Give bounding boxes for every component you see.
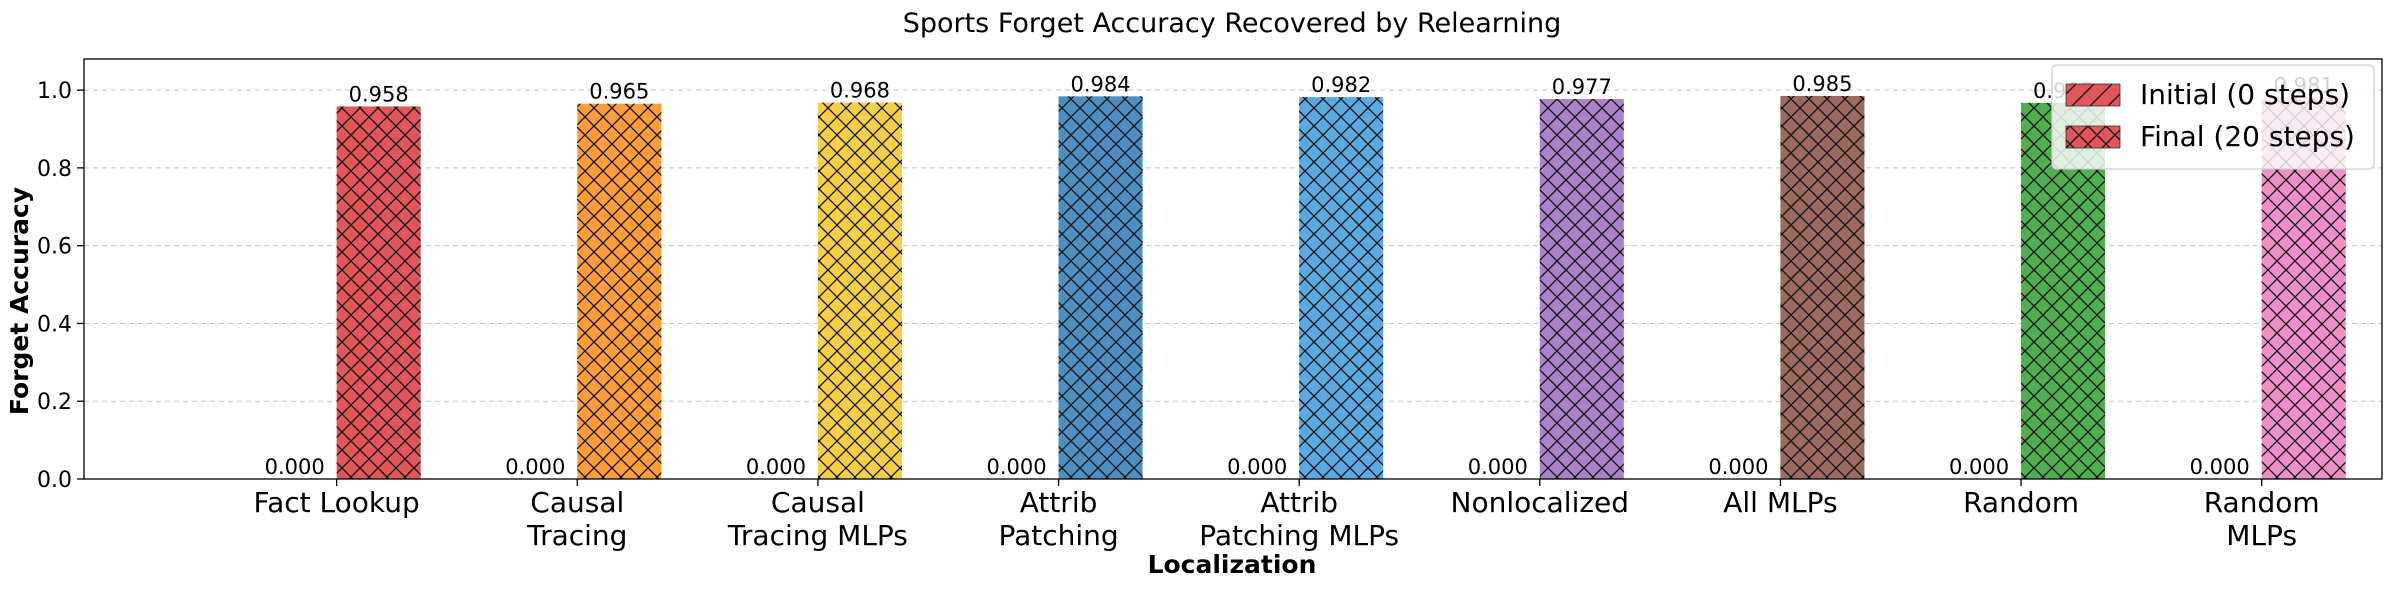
data-label: 0.965: [589, 80, 649, 104]
x-tick-label: Tracing: [526, 519, 627, 552]
x-tick-label: Fact Lookup: [254, 486, 420, 519]
data-label: 0.985: [1792, 72, 1852, 96]
bar-hatch: [1299, 97, 1384, 479]
x-tick-label: Attrib: [1260, 486, 1338, 519]
data-label: 0.984: [1070, 72, 1130, 96]
data-label: 0.000: [1708, 455, 1768, 479]
plot-frame: [83, 58, 2383, 480]
data-label: 0.000: [986, 455, 1046, 479]
x-tick-label: Attrib: [1020, 486, 1098, 519]
data-label: 0.000: [746, 455, 806, 479]
data-label: 0.000: [505, 455, 565, 479]
data-label: 0.000: [1949, 455, 2009, 479]
data-label: 0.982: [1311, 73, 1371, 97]
bar-hatch: [577, 103, 662, 479]
x-tick-label: Patching MLPs: [1199, 519, 1399, 552]
data-label: 0.000: [1468, 455, 1528, 479]
x-axis-label: Localization: [1148, 550, 1317, 579]
data-label: 0.000: [2190, 455, 2250, 479]
legend-swatch-hatch: [2065, 125, 2121, 149]
y-tick-label: 0.8: [37, 157, 72, 182]
bar-hatch: [336, 106, 421, 479]
bar-hatch: [1539, 99, 1624, 480]
x-tick-label: Nonlocalized: [1451, 486, 1630, 519]
legend-label: Initial (0 steps): [2140, 78, 2350, 111]
x-tick-label: Causal: [530, 486, 624, 519]
y-tick-label: 0.0: [37, 468, 72, 493]
legend-swatch-hatch: [2065, 83, 2121, 107]
x-tick-label: MLPs: [2226, 519, 2297, 552]
legend: Initial (0 steps) Final (20 steps): [2051, 64, 2375, 170]
legend-box: [2051, 64, 2375, 170]
data-label: 0.958: [349, 82, 409, 106]
x-tick-label: Tracing MLPs: [727, 519, 908, 552]
data-label: 0.968: [830, 79, 890, 103]
bar-hatch: [817, 102, 902, 480]
data-label: 0.000: [265, 455, 325, 479]
bars: 0.000 0.958 0.000 0.965 0.000 0.968 0.000 0.984…: [265, 72, 2346, 480]
x-tick-label: Causal: [771, 486, 865, 519]
bar-hatch: [1058, 96, 1143, 479]
chart-title: Sports Forget Accuracy Recovered by Rele…: [903, 8, 1562, 39]
bar-hatch: [1780, 95, 1865, 479]
y-axis-label: Forget Accuracy: [5, 187, 34, 415]
x-tick-label: All MLPs: [1723, 486, 1837, 519]
x-tick-label: Random: [1963, 486, 2079, 519]
x-tick-label: Random: [2204, 486, 2320, 519]
grid-lines: [84, 89, 2382, 402]
y-tick-label: 0.6: [37, 235, 72, 260]
data-label: 0.000: [1227, 455, 1287, 479]
y-tick-label: 1.0: [37, 79, 72, 104]
y-axis: 0.0 0.2 0.4 0.6 0.8 1.0: [37, 79, 84, 493]
data-label: 0.977: [1552, 75, 1612, 99]
y-tick-label: 0.4: [37, 312, 72, 337]
x-tick-label: Patching: [998, 519, 1118, 552]
y-tick-label: 0.2: [37, 390, 72, 415]
legend-label: Final (20 steps): [2140, 120, 2355, 153]
